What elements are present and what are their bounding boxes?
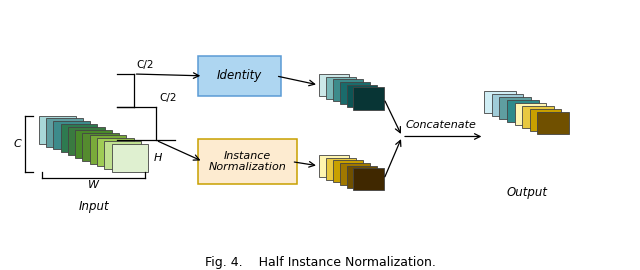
FancyBboxPatch shape [353,168,384,190]
Text: C/2: C/2 [159,93,177,103]
FancyBboxPatch shape [333,79,363,102]
FancyBboxPatch shape [507,100,538,122]
FancyBboxPatch shape [319,155,349,177]
Text: Instance
Normalization: Instance Normalization [209,151,286,173]
FancyBboxPatch shape [53,121,90,150]
FancyBboxPatch shape [97,138,134,166]
FancyBboxPatch shape [538,112,569,134]
FancyBboxPatch shape [340,82,370,104]
FancyBboxPatch shape [326,77,356,99]
FancyBboxPatch shape [333,160,363,182]
FancyBboxPatch shape [346,166,377,188]
FancyBboxPatch shape [346,85,377,107]
FancyBboxPatch shape [61,124,97,152]
FancyBboxPatch shape [326,158,356,180]
Text: Input: Input [78,200,109,213]
Text: Identity: Identity [217,69,262,82]
FancyBboxPatch shape [104,141,141,169]
FancyBboxPatch shape [484,91,516,113]
FancyBboxPatch shape [46,119,83,147]
FancyBboxPatch shape [111,144,148,172]
Text: C/2: C/2 [137,60,154,70]
FancyBboxPatch shape [68,127,104,155]
FancyBboxPatch shape [340,163,370,185]
FancyBboxPatch shape [492,94,524,116]
FancyBboxPatch shape [319,74,349,96]
FancyBboxPatch shape [353,87,384,110]
Text: Output: Output [506,186,547,199]
Text: Concatenate: Concatenate [405,120,476,130]
FancyBboxPatch shape [198,56,281,96]
FancyBboxPatch shape [76,130,112,158]
Text: C: C [13,139,21,149]
FancyBboxPatch shape [198,139,296,184]
FancyBboxPatch shape [499,97,531,119]
FancyBboxPatch shape [530,109,561,131]
FancyBboxPatch shape [515,103,546,125]
FancyBboxPatch shape [522,106,554,128]
FancyBboxPatch shape [83,133,119,161]
Text: H: H [153,153,162,163]
Text: Fig. 4.    Half Instance Normalization.: Fig. 4. Half Instance Normalization. [205,256,435,269]
FancyBboxPatch shape [90,135,126,164]
Text: W: W [88,180,99,190]
FancyBboxPatch shape [39,116,76,144]
